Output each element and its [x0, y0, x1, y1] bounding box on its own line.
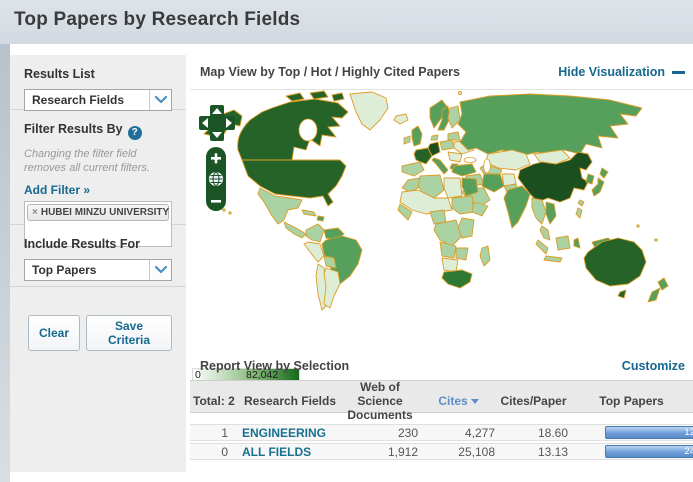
clear-button[interactable]: Clear: [28, 315, 81, 351]
zoom-in-icon: [211, 153, 221, 164]
help-icon[interactable]: ?: [127, 126, 142, 140]
remove-filter-icon[interactable]: ×: [32, 206, 38, 218]
left-margin-strip: [0, 44, 10, 482]
filter-tag-label: HUBEI MINZU UNIVERSITY: [40, 206, 170, 218]
main-panel: Map View by Top / Hot / Highly Cited Pap…: [190, 55, 693, 472]
report-view-title: Report View by Selection: [200, 359, 350, 373]
col-cites-per-paper: Cites/Paper: [500, 393, 567, 408]
page-header: Top Papers by Research Fields: [0, 0, 693, 44]
customize-link[interactable]: Customize: [621, 359, 685, 373]
table-header-row: Total: 2 Research Fields Web of Science …: [190, 380, 693, 422]
top-papers-bar-cell: 12: [605, 426, 693, 439]
add-filter-link[interactable]: Add Filter »: [24, 182, 91, 197]
page-title: Top Papers by Research Fields: [14, 9, 301, 30]
sort-arrow-icon: [470, 398, 479, 404]
top-papers-value: 12: [684, 427, 693, 438]
col-wos-documents: Web of Science Documents: [347, 380, 413, 422]
top-papers-value: 24: [684, 446, 693, 457]
zoom-out-icon: [211, 200, 221, 203]
hide-visualization-link[interactable]: Hide Visualization: [558, 65, 685, 79]
research-field-link[interactable]: ENGINEERING: [242, 425, 327, 440]
include-results-dropdown[interactable]: Top Papers: [24, 259, 172, 281]
filter-label: Filter Results By?: [24, 122, 172, 140]
sidebar: Results List Research Fields Filter Resu…: [10, 55, 186, 472]
col-research-fields: Research Fields: [243, 393, 337, 408]
map-canvas: 0 82,042: [190, 90, 693, 386]
filter-section: Filter Results By? Changing the filter f…: [10, 110, 186, 247]
save-criteria-button[interactable]: Save Criteria: [86, 315, 172, 351]
row-documents: 230: [397, 425, 418, 440]
row-rank: 0: [221, 444, 228, 459]
map-header: Map View by Top / Hot / Highly Cited Pap…: [190, 55, 693, 90]
top-papers-bar-cell: 24: [605, 445, 693, 458]
row-rank: 1: [221, 425, 228, 440]
legend-max: 82,042: [246, 369, 279, 381]
map-pan-control[interactable]: [198, 104, 236, 142]
include-results-selected: Top Papers: [32, 263, 97, 277]
filter-note: Changing the filter field removes all cu…: [24, 148, 150, 175]
include-results-label: Include Results For: [24, 237, 140, 251]
table-row: 0 ALL FIELDS 1,912 25,108 13.13 24: [190, 443, 693, 460]
col-top-papers: Top Papers: [599, 393, 664, 408]
top-papers-bar: 24: [605, 445, 693, 458]
table-row: 1 ENGINEERING 230 4,277 18.60 12: [190, 424, 693, 441]
row-documents: 1,912: [387, 444, 418, 459]
world-map-choropleth[interactable]: [190, 90, 693, 332]
row-cites: 25,108: [458, 444, 495, 459]
globe-icon: [209, 172, 223, 186]
row-cites-per-paper: 18.60: [537, 425, 568, 440]
row-cites: 4,277: [464, 425, 495, 440]
collapse-minus-icon: [672, 70, 685, 74]
col-cites-sort[interactable]: Cites: [420, 394, 497, 409]
results-list-dropdown[interactable]: Research Fields: [24, 89, 172, 111]
total-count: Total: 2: [193, 393, 235, 408]
chevron-down-icon: [149, 260, 171, 280]
top-papers-bar: 12: [605, 426, 693, 439]
legend-min: 0: [195, 369, 201, 381]
filter-tag[interactable]: × HUBEI MINZU UNIVERSITY: [27, 203, 170, 221]
results-list-section: Results List Research Fields: [10, 55, 186, 111]
map-view-title: Map View by Top / Hot / Highly Cited Pap…: [200, 65, 460, 79]
include-results-section: Include Results For Top Papers: [10, 225, 186, 287]
filter-box[interactable]: × HUBEI MINZU UNIVERSITY: [24, 200, 172, 247]
report-view-bar: Report View by Selection Customize: [190, 352, 693, 380]
actions-section: Clear Save Criteria: [10, 287, 186, 361]
results-list-label: Results List: [24, 67, 95, 81]
map-zoom-control[interactable]: [205, 146, 227, 212]
results-list-selected: Research Fields: [32, 93, 125, 107]
research-field-link[interactable]: ALL FIELDS: [242, 444, 312, 459]
row-cites-per-paper: 13.13: [537, 444, 568, 459]
chevron-down-icon: [149, 90, 171, 110]
